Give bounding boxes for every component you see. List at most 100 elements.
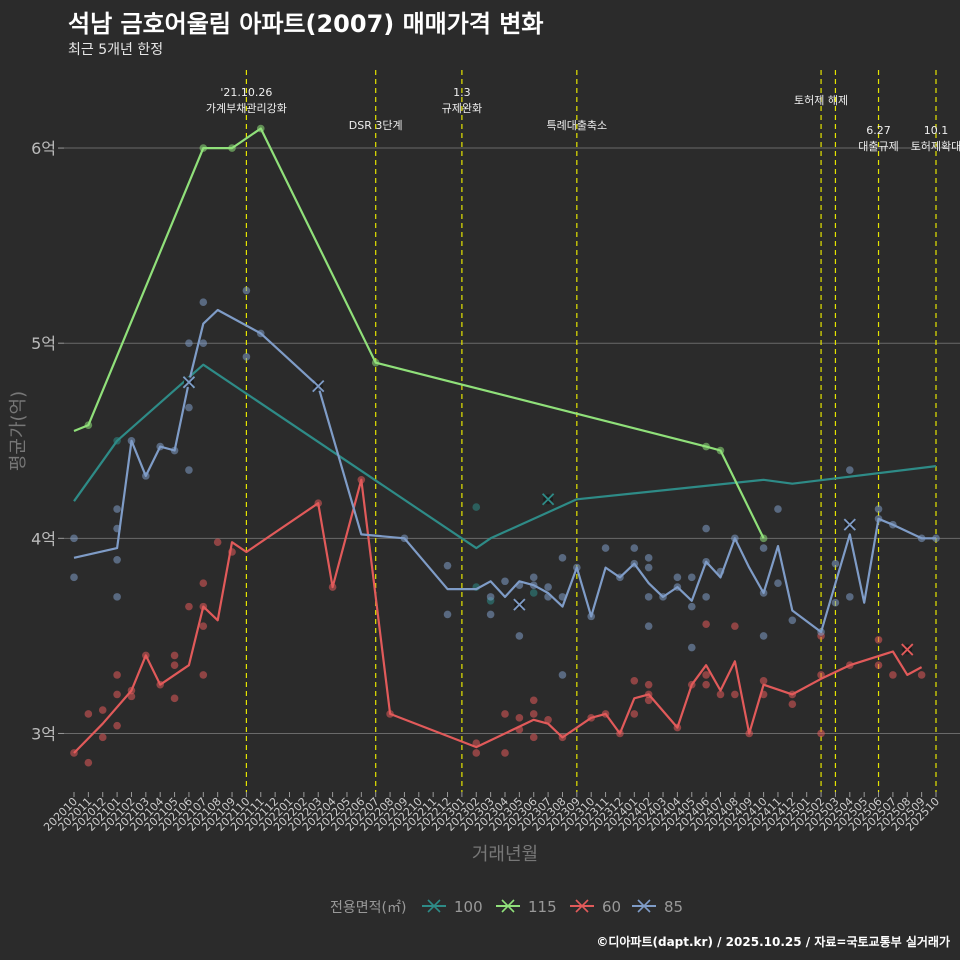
data-point-85 [702,524,710,533]
cross-marker-100 [541,493,555,506]
data-point-60 [472,749,481,757]
y-tick-label: 4억 [31,529,56,548]
x-axis-label: 거래년월 [472,844,538,865]
data-point-85 [486,610,495,619]
data-point-60 [630,710,639,718]
legend-label: 60 [602,898,621,916]
event-annotation: 대출규제 [858,140,898,153]
data-point-60 [185,602,193,611]
legend-label: 100 [454,898,483,916]
data-point-85 [70,573,78,582]
event-annotation: 가계부채관리강화 [206,102,287,115]
data-point-85 [788,616,797,625]
data-point-85 [874,505,883,513]
data-point-60 [544,716,552,724]
event-annotation: 토허제확대 [911,140,960,153]
data-point-60 [874,661,883,669]
data-point-85 [673,573,682,582]
cross-marker-85 [182,376,196,389]
data-point-60 [113,690,121,699]
data-point-60 [113,671,121,679]
data-point-60 [501,710,509,718]
data-point-60 [170,661,179,669]
y-tick-label: 3억 [31,724,56,743]
data-point-60 [529,733,538,742]
data-point-85 [601,544,610,552]
data-point-85 [515,632,524,640]
event-annotation: 10.1 [924,124,949,137]
data-point-60 [731,690,739,699]
series-line-100 [73,363,937,550]
data-point-85 [687,643,696,652]
data-point-85 [630,544,639,552]
data-point-85 [846,466,854,474]
data-point-60 [199,671,208,679]
data-point-85 [774,579,782,588]
data-point-60 [199,622,208,630]
legend-item-85: 85 [632,898,683,916]
data-point-85 [759,544,768,552]
data-point-85 [558,671,567,679]
data-point-85 [199,339,208,347]
source-caption: ©디아파트(dapt.kr) / 2025.10.25 / 자료=국토교통부 실… [596,935,950,949]
legend-swatch-cross [427,899,441,913]
data-point-60 [515,714,524,722]
event-annotation: 규제완화 [442,102,482,115]
legend-item-60: 60 [570,898,621,916]
chart-title: 석남 금호어울림 아파트(2007) 매매가격 변화 [68,10,544,38]
data-point-60 [501,749,509,757]
data-point-60 [113,721,121,730]
legend-item-100: 100 [422,898,483,916]
data-point-100 [529,589,538,597]
series-line-115 [73,127,765,539]
legend-item-115: 115 [496,898,557,916]
data-point-85 [846,593,854,601]
cross-stroke [513,598,526,611]
data-point-85 [644,563,653,572]
chart-subtitle: 최근 5개년 한정 [68,42,164,58]
data-point-85 [443,561,452,570]
data-point-85 [687,602,696,611]
cross-marker-85 [843,518,856,531]
event-annotation: 6.27 [866,124,891,137]
data-point-60 [98,706,107,714]
data-point-60 [759,676,768,685]
data-point-85 [113,505,121,513]
data-point-85 [443,610,452,619]
cross-marker-85 [312,379,325,393]
data-point-85 [644,593,653,601]
data-point-60 [84,758,93,767]
data-point-60 [716,690,725,699]
data-point-85 [185,339,193,347]
data-point-85 [831,559,840,568]
data-point-85 [486,593,495,601]
data-point-85 [70,534,78,543]
data-point-115 [759,534,768,543]
data-point-85 [113,555,121,564]
data-point-60 [644,680,653,689]
data-point-60 [889,671,897,679]
data-point-60 [529,696,538,705]
data-point-60 [874,635,883,644]
event-annotation: DSR 3단계 [349,119,403,132]
y-tick-label: 5억 [31,334,56,353]
data-point-60 [702,671,710,679]
y-tick-label: 6억 [31,139,56,158]
data-point-60 [170,694,179,703]
series-line-85 [73,308,936,634]
data-point-60 [98,733,107,742]
event-annotation: 특례대출축소 [546,119,607,132]
cross-stroke [312,379,325,393]
data-point-60 [213,538,222,547]
data-point-60 [644,696,653,705]
data-point-85 [644,554,653,562]
data-point-85 [831,598,840,607]
data-point-85 [529,573,538,582]
event-annotation: 토허제 해제 [794,93,848,107]
data-point-85 [113,593,121,601]
data-point-100 [472,503,481,511]
cross-stroke [541,493,555,506]
legend-title: 전용면적(㎡) [330,900,406,916]
